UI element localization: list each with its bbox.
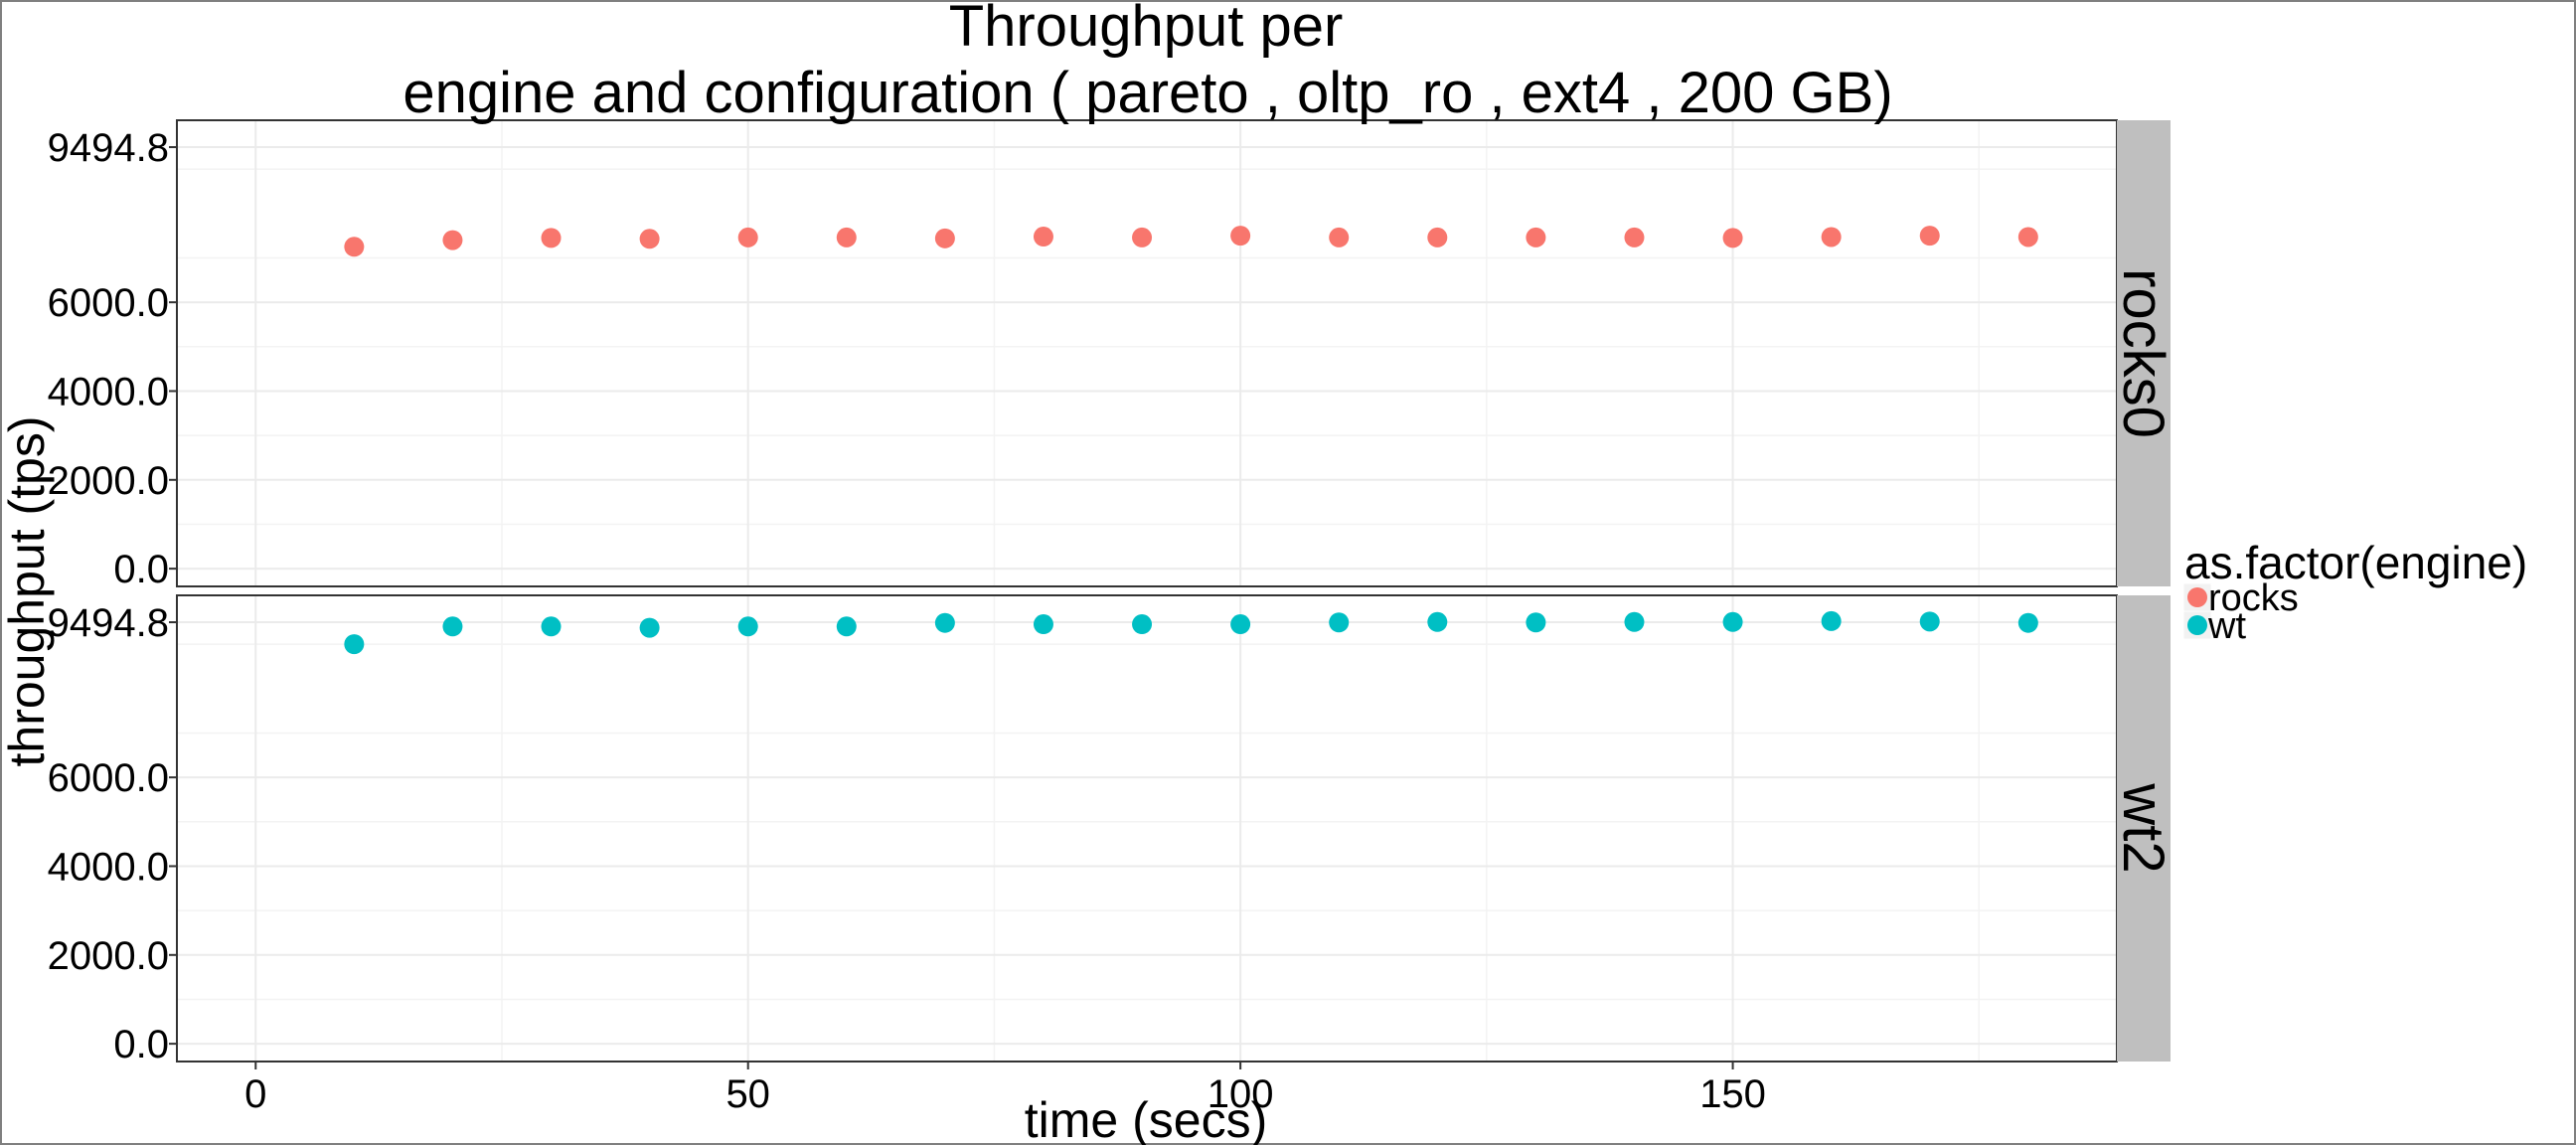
data-point-wt — [1722, 611, 1743, 632]
legend-marker-wt — [2187, 615, 2207, 635]
y-tick-label: 9494.8 — [48, 601, 169, 645]
x-tick-label: 150 — [1699, 1072, 1766, 1116]
data-point-wt — [2017, 612, 2038, 633]
x-tick-label: 100 — [1208, 1072, 1274, 1116]
data-point-wt — [639, 617, 660, 638]
data-point-rocks — [1427, 227, 1448, 247]
data-point-rocks — [1919, 226, 1940, 246]
data-point-rocks — [1329, 227, 1350, 247]
y-tick-label: 9494.8 — [48, 126, 169, 170]
data-point-wt — [836, 616, 857, 637]
y-tick-label: 6000.0 — [48, 756, 169, 800]
data-point-wt — [1526, 612, 1546, 633]
chart-title-line2: engine and configuration ( pareto , oltp… — [402, 61, 1892, 125]
y-tick-label: 2000.0 — [48, 934, 169, 978]
data-point-wt — [934, 612, 955, 633]
data-point-wt — [1821, 610, 1842, 631]
data-point-rocks — [934, 228, 955, 248]
data-point-rocks — [737, 227, 758, 247]
data-point-rocks — [1132, 227, 1153, 247]
legend-marker-rocks — [2187, 587, 2207, 607]
facet-strip — [2117, 595, 2171, 1062]
y-tick-label: 2000.0 — [48, 459, 169, 503]
y-tick-label: 0.0 — [113, 548, 169, 591]
data-point-rocks — [1033, 227, 1053, 247]
data-point-rocks — [1821, 227, 1842, 247]
y-tick-label: 4000.0 — [48, 370, 169, 413]
data-point-rocks — [442, 230, 463, 250]
legend-label: rocks — [2208, 577, 2299, 619]
panel-background — [177, 120, 2117, 586]
legend-label: wt — [2207, 605, 2246, 647]
x-tick-label: 50 — [725, 1072, 770, 1116]
data-point-wt — [737, 616, 758, 637]
y-tick-label: 4000.0 — [48, 845, 169, 889]
data-point-rocks — [1624, 227, 1645, 247]
data-point-rocks — [1722, 228, 1743, 248]
data-point-wt — [1033, 614, 1053, 635]
data-point-rocks — [1526, 227, 1546, 247]
data-point-wt — [1624, 611, 1645, 632]
chart-title-line1: Throughput per — [949, 0, 1344, 59]
data-point-wt — [541, 616, 562, 637]
data-point-wt — [1230, 614, 1251, 635]
data-point-wt — [1329, 612, 1350, 633]
data-point-rocks — [344, 237, 365, 257]
y-tick-label: 6000.0 — [48, 281, 169, 325]
facet-strip-label: wt2 — [2111, 782, 2175, 873]
panel-background — [177, 595, 2117, 1062]
data-point-rocks — [541, 228, 562, 248]
data-point-rocks — [639, 229, 660, 249]
data-point-wt — [344, 634, 365, 655]
y-tick-label: 0.0 — [113, 1023, 169, 1066]
data-point-rocks — [836, 227, 857, 247]
legend-title: as.factor(engine) — [2184, 537, 2527, 588]
y-axis-label: throughput (tps) — [0, 416, 55, 767]
x-axis-label: time (secs) — [1025, 1092, 1267, 1145]
data-point-rocks — [2017, 227, 2038, 247]
data-point-rocks — [1230, 226, 1251, 246]
facet-strip — [2117, 120, 2171, 586]
data-point-wt — [1427, 611, 1448, 632]
data-point-wt — [1919, 611, 1940, 632]
data-point-wt — [442, 616, 463, 637]
x-tick-label: 0 — [244, 1072, 266, 1116]
data-point-wt — [1132, 614, 1153, 635]
facet-strip-label: rocks0 — [2111, 268, 2175, 438]
